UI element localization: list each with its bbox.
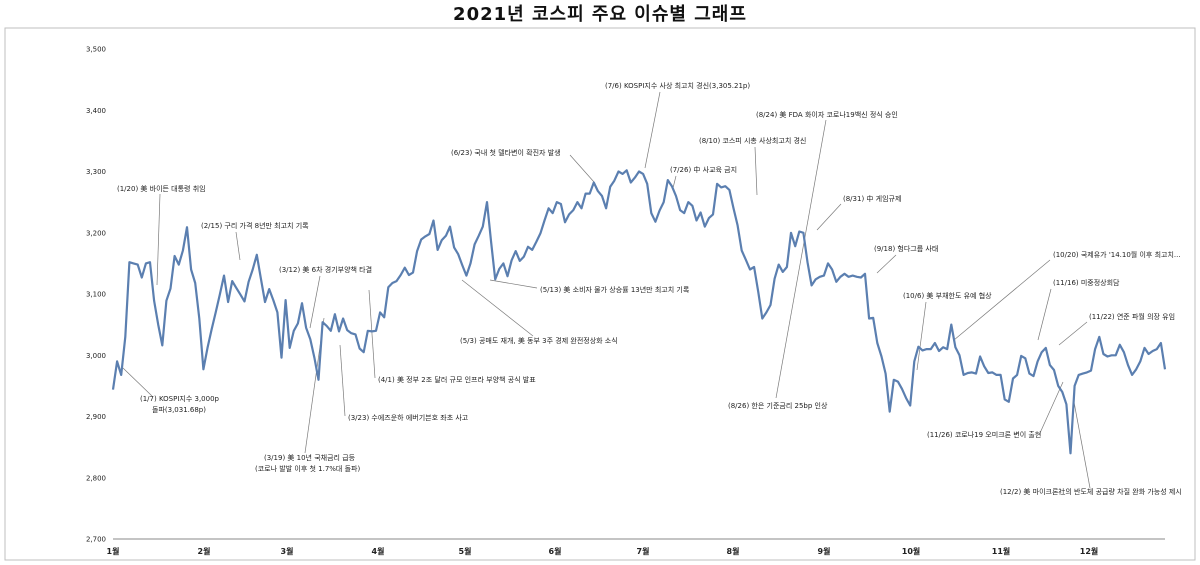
annotation-label: (9/18) 헝다그룹 사태 — [874, 244, 938, 253]
annotation-label: (코로나 발발 이후 첫 1.7%대 돌파) — [255, 464, 360, 473]
annotations: (1/20) 美 바이든 대통령 취임 (1/7) KOSPI지수 3,000p 돌… — [117, 81, 1182, 496]
annotation-leader-line — [816, 203, 842, 231]
annotation-label: (10/20) 국제유가 '14.10월 이후 최고치... — [1053, 250, 1181, 259]
annotation-label: (8/24) 美 FDA 화이자 코로나19백신 정식 승인 — [756, 110, 898, 119]
annotation-leader-line — [569, 154, 595, 183]
annotation-label: (5/3) 공매도 재개, 美 동부 3주 경제 완전정상화 소식 — [460, 336, 618, 345]
annotation-leader-line — [235, 231, 241, 261]
annotation-label: (5/13) 美 소비자 물가 상승률 13년만 최고치 기록 — [540, 285, 690, 294]
x-tick-label: 10월 — [902, 546, 921, 556]
annotation-label: (8/10) 코스피 시총 사상최고치 경신 — [699, 136, 806, 145]
y-axis: 2,700 2,800 2,900 3,000 3,100 3,200 3,300 3,400… — [86, 46, 106, 544]
annotation-leader-line — [309, 275, 321, 329]
annotation-label: (11/26) 코로나19 오미크론 변이 출현 — [927, 430, 1041, 439]
x-tick-label: 4월 — [372, 546, 385, 556]
annotation-label: (1/7) KOSPI지수 3,000p — [140, 394, 220, 403]
annotation-leader-line — [916, 301, 927, 371]
annotation-leader-line — [461, 279, 534, 337]
x-tick-label: 6월 — [549, 546, 562, 556]
annotation-leader-line — [1037, 288, 1052, 341]
annotation-leaders — [122, 91, 1091, 489]
annotation-leader-line — [672, 175, 677, 189]
annotation-leader-line — [644, 91, 661, 169]
annotation-label: (2/15) 구리 가격 8년만 최고치 기록 — [201, 221, 309, 230]
y-tick-label: 3,300 — [86, 168, 106, 176]
annotation-label: (3/19) 美 10년 국채금리 급등 — [264, 453, 356, 462]
annotation-label: (3/12) 美 6차 경기부양책 타결 — [279, 265, 372, 274]
annotation-leader-line — [775, 119, 827, 399]
annotation-label: (8/31) 中 게임규제 — [843, 194, 901, 203]
annotation-leader-line — [368, 289, 376, 379]
annotation-leader-line — [489, 279, 538, 289]
x-tick-label: 12월 — [1080, 546, 1099, 556]
x-tick-label: 9월 — [818, 546, 831, 556]
kospi-series-line — [111, 169, 1167, 455]
annotation-leader-line — [754, 146, 758, 196]
x-axis: 1월 2월 3월 4월 5월 6월 7월 8월 9월 10월 11월 12월 — [107, 538, 1165, 556]
annotation-label: (10/6) 美 부채한도 유예 협상 — [903, 291, 992, 300]
y-tick-label: 3,500 — [86, 46, 106, 54]
annotation-label: (11/16) 미중정상회담 — [1053, 278, 1120, 287]
annotation-label: (7/6) KOSPI지수 사상 최고치 경신(3,305.21p) — [605, 81, 750, 90]
annotation-label: 돌파(3,031.68p) — [152, 405, 206, 414]
y-tick-label: 2,800 — [86, 474, 106, 482]
annotation-leader-line — [876, 254, 897, 274]
y-tick-label: 2,900 — [86, 413, 106, 421]
x-tick-label: 5월 — [459, 546, 472, 556]
chart-title: 2021년 코스피 주요 이슈별 그래프 — [453, 4, 747, 25]
annotation-label: (8/26) 한은 기준금리 25bp 인상 — [728, 401, 828, 410]
plot-frame — [4, 27, 1196, 561]
y-tick-label: 3,000 — [86, 352, 106, 360]
y-tick-label: 3,200 — [86, 229, 106, 237]
x-tick-label: 1월 — [107, 546, 120, 556]
annotation-label: (11/22) 연준 파월 의장 유임 — [1089, 312, 1175, 321]
annotation-label: (7/26) 中 사교육 금지 — [670, 165, 737, 174]
x-tick-label: 11월 — [992, 546, 1011, 556]
x-tick-label: 8월 — [727, 546, 740, 556]
x-tick-label: 2월 — [198, 546, 211, 556]
annotation-label: (12/2) 美 마이크론社의 반도체 공급량 차질 완화 가능성 제시 — [1000, 487, 1182, 496]
annotation-leader-line — [156, 193, 161, 286]
annotation-leader-line — [953, 259, 1051, 341]
x-tick-label: 3월 — [281, 546, 294, 556]
annotation-label: (6/23) 국내 첫 델타변이 확진자 발생 — [451, 148, 561, 157]
annotation-label: (3/23) 수에즈운하 에버기븐호 좌초 사고 — [348, 413, 469, 422]
annotation-label: (1/20) 美 바이든 대통령 취임 — [117, 184, 206, 193]
annotation-leader-line — [1058, 321, 1088, 346]
x-tick-label: 7월 — [637, 546, 650, 556]
y-tick-label: 3,400 — [86, 107, 106, 115]
annotation-leader-line — [1073, 401, 1091, 489]
annotation-leader-line — [339, 344, 346, 417]
y-tick-label: 3,100 — [86, 291, 106, 299]
annotation-leader-line — [122, 367, 153, 397]
y-tick-label: 2,700 — [86, 536, 106, 544]
annotation-leader-line — [1039, 381, 1064, 434]
annotation-label: (4/1) 美 정부 2조 달러 규모 인프라 부양책 공식 발표 — [378, 375, 536, 384]
